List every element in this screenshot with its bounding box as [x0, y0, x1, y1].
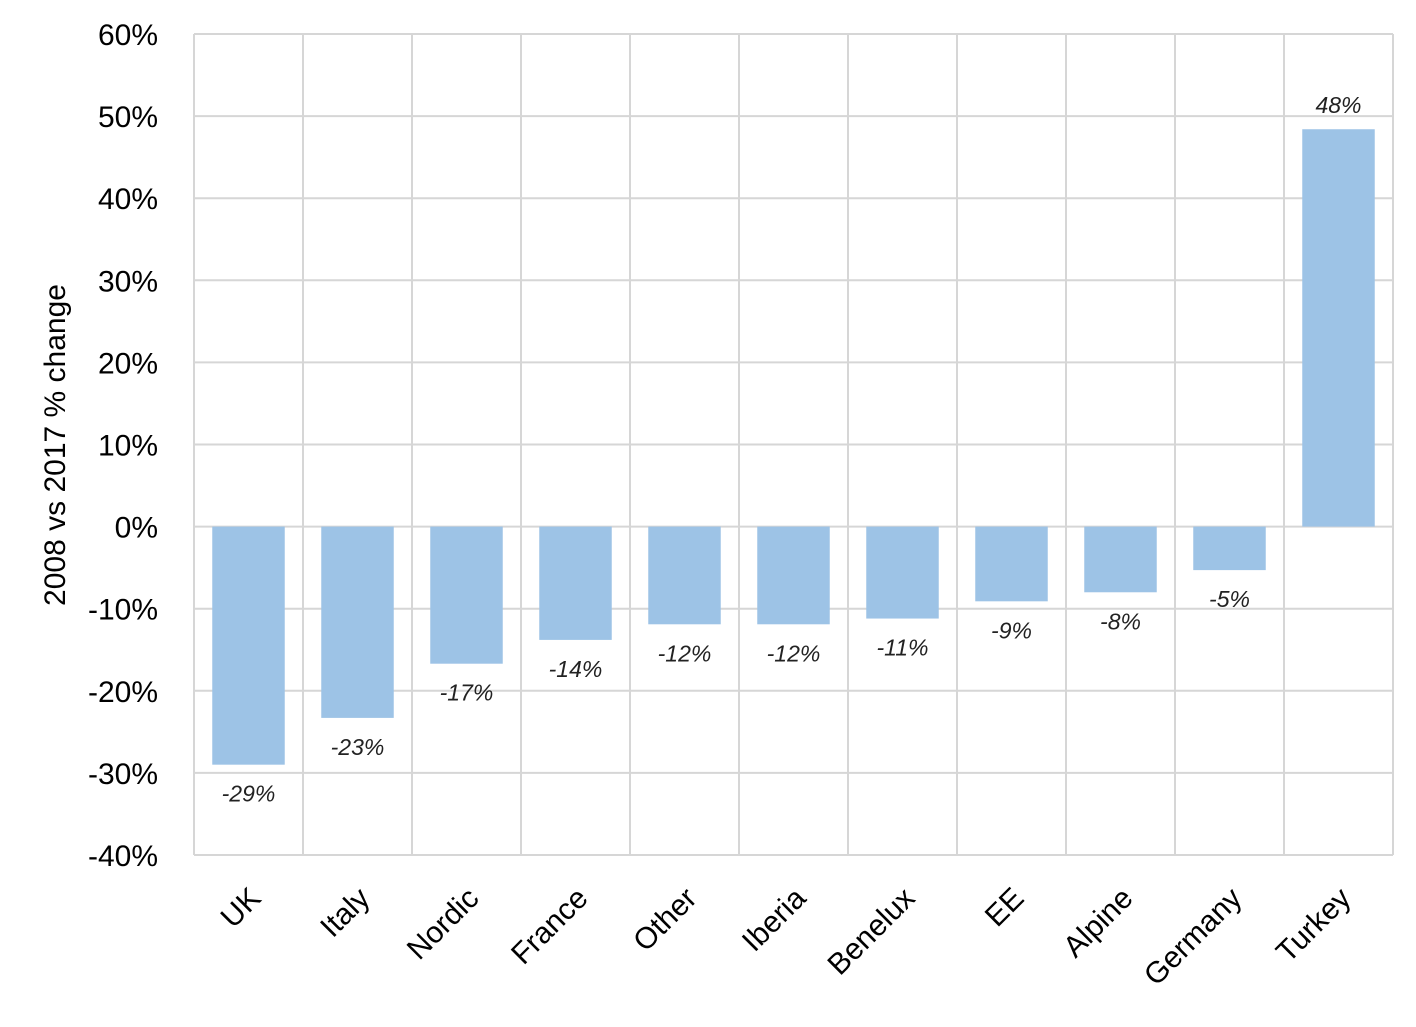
data-label: -17% [440, 680, 494, 706]
y-tick-label: 0% [115, 512, 158, 545]
x-category-label: Germany [1138, 882, 1249, 993]
x-category-label: Other [627, 882, 703, 958]
bar [866, 526, 939, 619]
bar [430, 526, 503, 664]
bar [212, 526, 285, 765]
data-label: 48% [1315, 92, 1361, 118]
y-tick-label: 60% [98, 19, 158, 52]
x-axis-categories: UK Italy Nordic France Other Iberia Benelux EE A… [215, 881, 1358, 992]
data-label: -23% [331, 734, 385, 760]
bar [321, 526, 394, 718]
x-category-label: Benelux [821, 882, 921, 982]
y-axis-title: 2008 vs 2017 % change [39, 284, 72, 606]
y-tick-label: 50% [98, 101, 158, 134]
y-tick-label: 10% [98, 430, 158, 463]
y-tick-label: -40% [88, 840, 158, 873]
x-category-label: Iberia [736, 881, 813, 958]
bar [1193, 526, 1266, 571]
grid-layer [193, 33, 1394, 856]
label-layer: -29% -23% -17% -14% -12% -12% -11% -9% -8% -5% 48% [222, 92, 1362, 806]
bar [757, 526, 830, 625]
y-tick-label: -20% [88, 676, 158, 709]
x-category-label: UK [215, 882, 268, 935]
data-label: -5% [1209, 586, 1250, 612]
data-label: -12% [658, 640, 712, 666]
data-label: -11% [877, 635, 929, 661]
bar [1084, 526, 1157, 593]
y-tick-label: 30% [98, 265, 158, 298]
bar [539, 526, 612, 640]
y-tick-label: 20% [98, 347, 158, 380]
bar-layer [212, 129, 1375, 765]
data-label: -9% [991, 617, 1032, 643]
x-category-label: Italy [314, 882, 376, 944]
x-category-label: Alpine [1057, 882, 1139, 964]
y-tick-label: -30% [88, 758, 158, 791]
x-category-label: Turkey [1270, 882, 1357, 969]
data-label: -14% [549, 656, 603, 682]
data-label: -8% [1100, 608, 1141, 634]
x-category-label: France [505, 882, 594, 971]
bar [1302, 129, 1375, 527]
data-label: -12% [767, 640, 821, 666]
x-category-label: Nordic [401, 882, 486, 967]
data-label: -29% [222, 781, 276, 807]
y-tick-label: -10% [88, 594, 158, 627]
y-tick-label: 40% [98, 183, 158, 216]
y-axis-ticks: 60% 50% 40% 30% 20% 10% 0% -10% -20% -30% -40% [88, 19, 158, 873]
bar [975, 526, 1048, 602]
bar [648, 526, 721, 625]
x-category-label: EE [979, 882, 1031, 934]
